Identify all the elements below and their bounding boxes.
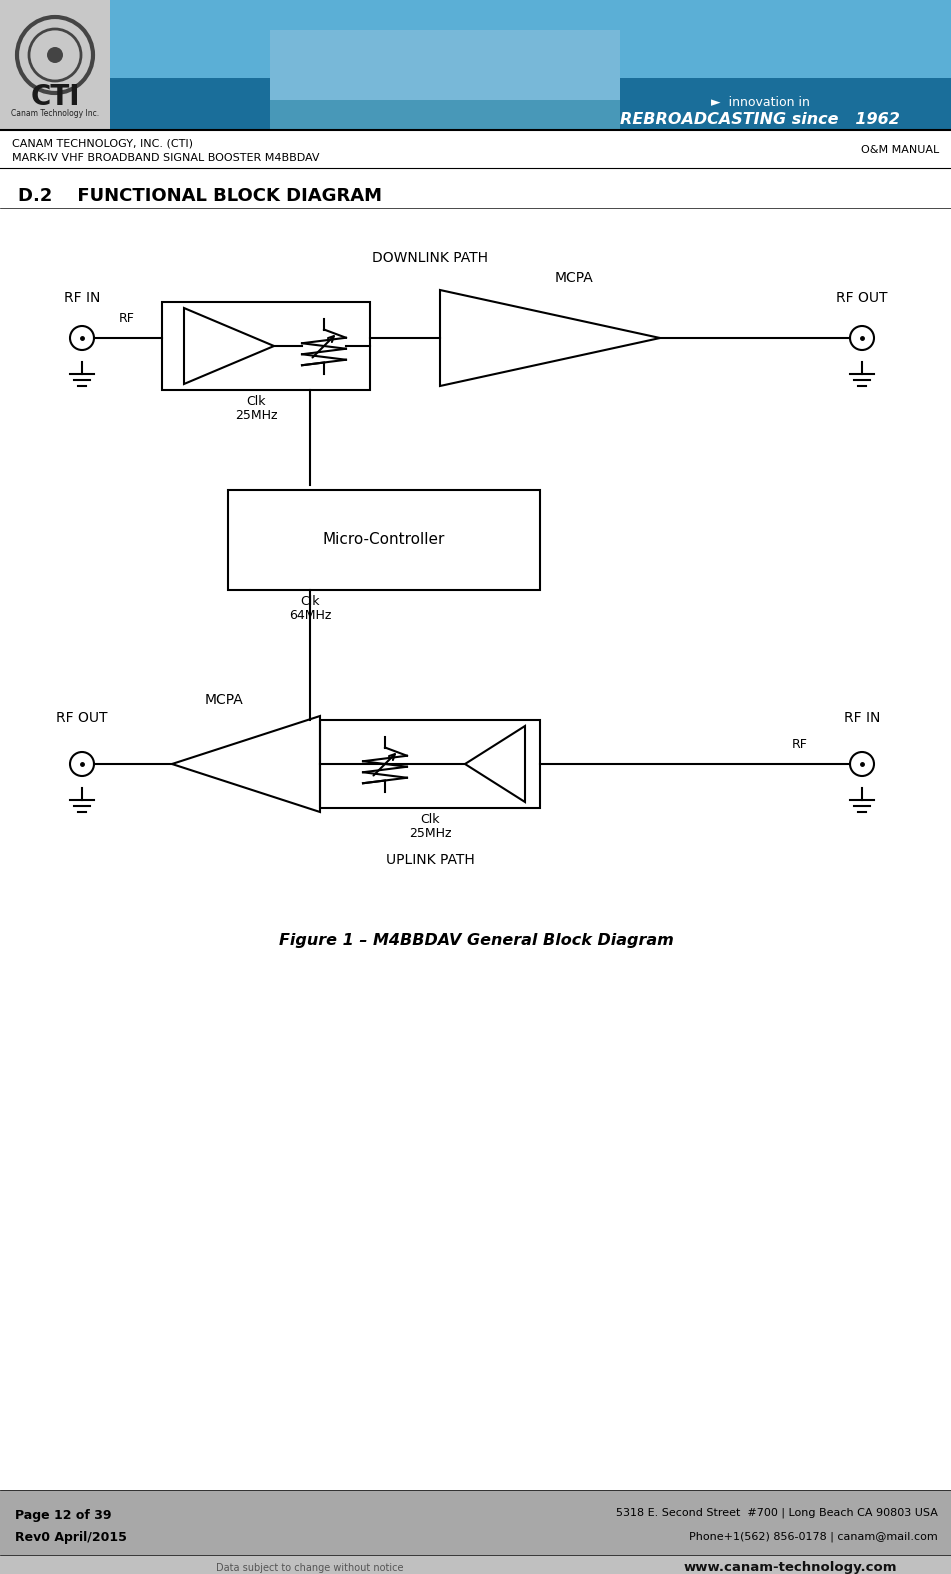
Text: RF OUT: RF OUT	[836, 291, 887, 305]
Bar	[0, 1555, 951, 1574]
Text: UPLINK PATH: UPLINK PATH	[385, 853, 475, 867]
Text: CTI: CTI	[30, 83, 80, 112]
Text: D.2    FUNCTIONAL BLOCK DIAGRAM: D.2 FUNCTIONAL BLOCK DIAGRAM	[18, 187, 382, 205]
Text: Clk
25MHz: Clk 25MHz	[409, 814, 452, 841]
Text: 5318 E. Second Street  #700 | Long Beach CA 90803 USA: 5318 E. Second Street #700 | Long Beach …	[616, 1508, 938, 1519]
Text: RF: RF	[792, 738, 808, 751]
Text: Canam Technology Inc.: Canam Technology Inc.	[11, 109, 99, 118]
Bar	[228, 490, 540, 590]
Bar	[320, 719, 540, 807]
Text: RF IN: RF IN	[64, 291, 100, 305]
Text: MARK-IV VHF BROADBAND SIGNAL BOOSTER M4BBDAV: MARK-IV VHF BROADBAND SIGNAL BOOSTER M4B…	[12, 153, 320, 164]
Bar	[270, 101, 620, 131]
Text: RF: RF	[119, 312, 135, 324]
Text: Data subject to change without notice: Data subject to change without notice	[216, 1563, 404, 1572]
Bar	[110, 79, 951, 131]
Bar	[270, 30, 620, 101]
Text: DOWNLINK PATH: DOWNLINK PATH	[372, 250, 488, 264]
Text: Micro-Controller: Micro-Controller	[322, 532, 445, 548]
Text: Clk
64MHz: Clk 64MHz	[289, 595, 331, 622]
Text: www.canam-technology.com: www.canam-technology.com	[683, 1561, 897, 1574]
Circle shape	[47, 47, 63, 63]
Text: MCPA: MCPA	[204, 693, 243, 707]
Text: O&M MANUAL: O&M MANUAL	[861, 145, 939, 154]
Text: REBROADCASTING since   1962: REBROADCASTING since 1962	[620, 112, 900, 127]
Text: Page 12 of 39: Page 12 of 39	[15, 1508, 111, 1522]
Text: Phone+1(562) 856-0178 | canam@mail.com: Phone+1(562) 856-0178 | canam@mail.com	[689, 1532, 938, 1543]
Text: CANAM TECHNOLOGY, INC. (CTI): CANAM TECHNOLOGY, INC. (CTI)	[12, 139, 193, 148]
Text: Clk
25MHz: Clk 25MHz	[235, 395, 278, 422]
Text: Rev0 April/2015: Rev0 April/2015	[15, 1532, 126, 1544]
Text: RF OUT: RF OUT	[56, 711, 107, 726]
Bar	[0, 0, 110, 131]
Bar	[162, 302, 370, 390]
Bar	[110, 0, 951, 131]
Text: MCPA: MCPA	[555, 271, 593, 285]
Text: Figure 1 – M4BBDAV General Block Diagram: Figure 1 – M4BBDAV General Block Diagram	[279, 932, 673, 948]
Text: RF IN: RF IN	[844, 711, 881, 726]
Text: ►  innovation in: ► innovation in	[710, 96, 809, 110]
Bar	[0, 1491, 951, 1555]
